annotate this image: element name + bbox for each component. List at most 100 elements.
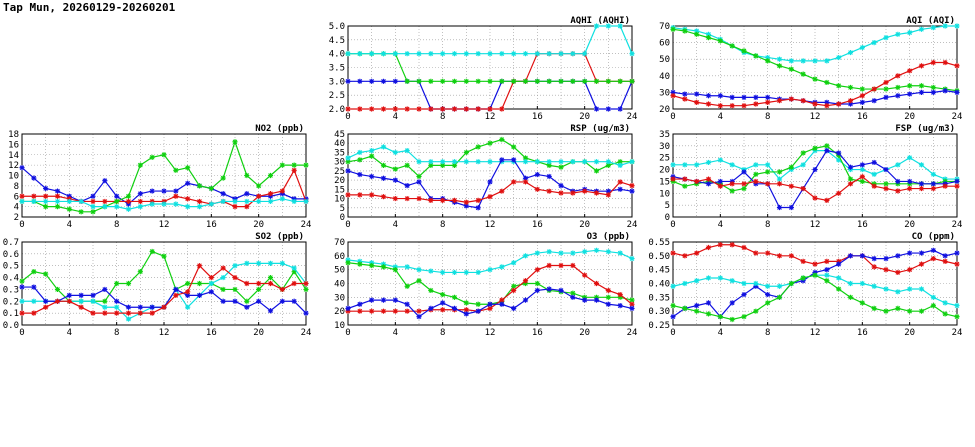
data-point-green xyxy=(256,183,262,189)
data-point-cyan xyxy=(705,159,712,166)
data-point-green xyxy=(196,280,203,287)
data-point-green xyxy=(404,78,410,84)
data-point-red xyxy=(593,280,600,287)
data-point-blue xyxy=(54,188,61,194)
data-point-blue xyxy=(629,305,635,311)
data-point-cyan xyxy=(871,40,877,46)
data-point-cyan xyxy=(836,54,842,61)
data-point-blue xyxy=(859,162,865,168)
y-tick-label: 0.7 xyxy=(3,238,19,248)
data-point-red xyxy=(765,181,771,187)
data-point-green xyxy=(729,43,735,49)
data-point-green xyxy=(617,78,623,84)
data-point-cyan xyxy=(930,171,936,177)
data-point-blue xyxy=(824,148,830,154)
data-point-red xyxy=(930,256,936,262)
data-point-green xyxy=(670,26,676,32)
data-point-cyan xyxy=(511,51,517,57)
data-point-cyan xyxy=(440,51,446,57)
x-tick-label: 4 xyxy=(718,328,723,338)
data-point-red xyxy=(694,250,700,256)
data-point-green xyxy=(753,308,759,314)
data-point-green xyxy=(788,66,794,72)
data-point-cyan xyxy=(451,159,458,165)
y-tick-label: 70 xyxy=(659,22,670,32)
data-point-cyan xyxy=(31,198,37,205)
x-tick-label: 12 xyxy=(485,220,496,230)
x-tick-label: 12 xyxy=(159,220,170,230)
data-point-cyan xyxy=(847,280,854,287)
data-point-blue xyxy=(291,298,297,304)
data-point-blue xyxy=(137,191,143,197)
data-point-blue xyxy=(244,191,250,197)
data-point-blue xyxy=(185,180,191,186)
data-point-red xyxy=(90,310,96,316)
x-tick-label: 4 xyxy=(393,112,398,122)
data-point-green xyxy=(220,175,226,181)
data-point-blue xyxy=(895,93,901,99)
data-point-green xyxy=(570,290,576,296)
data-point-red xyxy=(90,198,96,205)
data-point-red xyxy=(741,103,747,109)
x-tick-label: 12 xyxy=(485,112,496,122)
data-point-blue xyxy=(357,171,363,178)
x-tick-label: 8 xyxy=(765,328,770,338)
y-tick-label: 50 xyxy=(334,266,345,276)
data-point-blue xyxy=(765,291,771,298)
data-point-blue xyxy=(43,298,49,304)
data-point-red xyxy=(729,242,735,248)
data-point-cyan xyxy=(369,51,375,57)
data-point-green xyxy=(487,78,493,84)
data-point-red xyxy=(800,258,806,264)
x-tick-label: 16 xyxy=(532,112,543,122)
data-point-cyan xyxy=(487,267,493,273)
data-point-cyan xyxy=(765,162,771,168)
data-point-cyan xyxy=(930,294,936,300)
data-point-red xyxy=(705,244,712,251)
series-green xyxy=(19,139,309,215)
data-point-cyan xyxy=(244,260,250,266)
data-point-cyan xyxy=(670,283,676,289)
data-point-cyan xyxy=(717,275,723,281)
y-tick-label: 30 xyxy=(334,293,345,303)
data-point-blue xyxy=(765,94,771,100)
data-point-red xyxy=(369,308,375,314)
data-point-blue xyxy=(942,253,948,259)
data-point-red xyxy=(836,101,842,107)
data-point-red xyxy=(629,301,635,307)
data-point-blue xyxy=(824,99,830,105)
data-point-green xyxy=(682,183,688,189)
data-point-cyan xyxy=(208,280,214,287)
data-point-green xyxy=(522,280,529,287)
data-point-blue xyxy=(907,91,913,97)
x-tick-label: 8 xyxy=(440,220,445,230)
x-tick-label: 20 xyxy=(253,328,264,338)
data-point-red xyxy=(279,286,285,293)
data-point-cyan xyxy=(847,49,854,56)
data-point-blue xyxy=(475,308,481,314)
data-point-red xyxy=(522,278,529,284)
data-point-cyan xyxy=(463,159,469,165)
x-tick-label: 20 xyxy=(904,112,915,122)
data-point-red xyxy=(149,310,155,316)
data-point-red xyxy=(499,297,505,303)
x-tick-label: 24 xyxy=(627,328,638,338)
data-point-blue xyxy=(404,301,410,307)
data-point-red xyxy=(836,258,842,264)
x-tick-label: 12 xyxy=(810,220,821,230)
data-point-blue xyxy=(345,168,351,174)
data-point-green xyxy=(114,280,120,287)
data-point-blue xyxy=(345,305,351,311)
data-point-cyan xyxy=(54,198,61,205)
data-point-green xyxy=(558,164,564,170)
data-point-green xyxy=(546,162,552,168)
data-point-green xyxy=(907,83,913,89)
data-point-green xyxy=(859,300,865,306)
data-point-green xyxy=(416,173,422,180)
data-point-red xyxy=(451,197,458,203)
data-point-blue xyxy=(19,284,25,290)
data-point-blue xyxy=(196,292,203,298)
data-point-green xyxy=(404,162,410,168)
data-point-cyan xyxy=(475,51,481,57)
data-point-blue xyxy=(871,159,877,166)
